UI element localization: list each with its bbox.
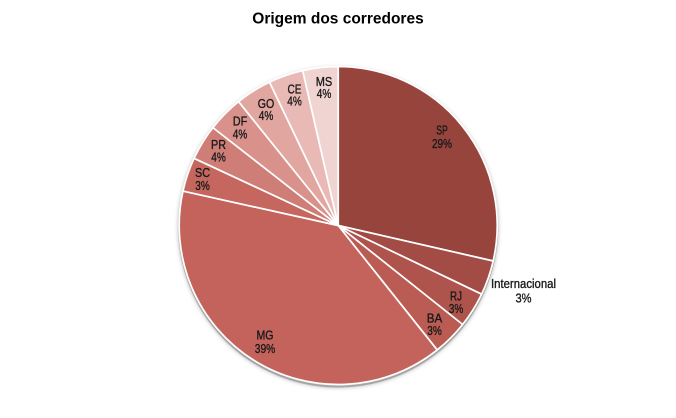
svg-text:3%: 3% bbox=[449, 302, 464, 316]
svg-text:CE: CE bbox=[288, 82, 302, 96]
svg-text:3%: 3% bbox=[516, 291, 532, 305]
svg-text:Internacional: Internacional bbox=[491, 277, 556, 291]
svg-text:PR: PR bbox=[211, 138, 226, 152]
svg-text:DF: DF bbox=[233, 114, 248, 128]
svg-text:Origem dos corredores: Origem dos corredores bbox=[252, 11, 423, 28]
svg-text:MS: MS bbox=[316, 75, 333, 89]
svg-text:29%: 29% bbox=[432, 137, 452, 151]
svg-text:4%: 4% bbox=[211, 150, 226, 164]
svg-text:4%: 4% bbox=[287, 94, 302, 108]
svg-text:39%: 39% bbox=[255, 342, 276, 356]
svg-text:4%: 4% bbox=[233, 127, 248, 141]
svg-text:4%: 4% bbox=[259, 109, 274, 123]
svg-text:GO: GO bbox=[258, 97, 275, 111]
svg-text:BA: BA bbox=[427, 311, 443, 325]
svg-text:SP: SP bbox=[436, 123, 448, 137]
svg-text:3%: 3% bbox=[195, 179, 210, 193]
svg-text:SC: SC bbox=[195, 166, 210, 180]
svg-text:3%: 3% bbox=[427, 324, 442, 338]
svg-text:MG: MG bbox=[257, 328, 274, 342]
svg-text:4%: 4% bbox=[317, 87, 332, 101]
svg-text:RJ: RJ bbox=[450, 289, 462, 303]
